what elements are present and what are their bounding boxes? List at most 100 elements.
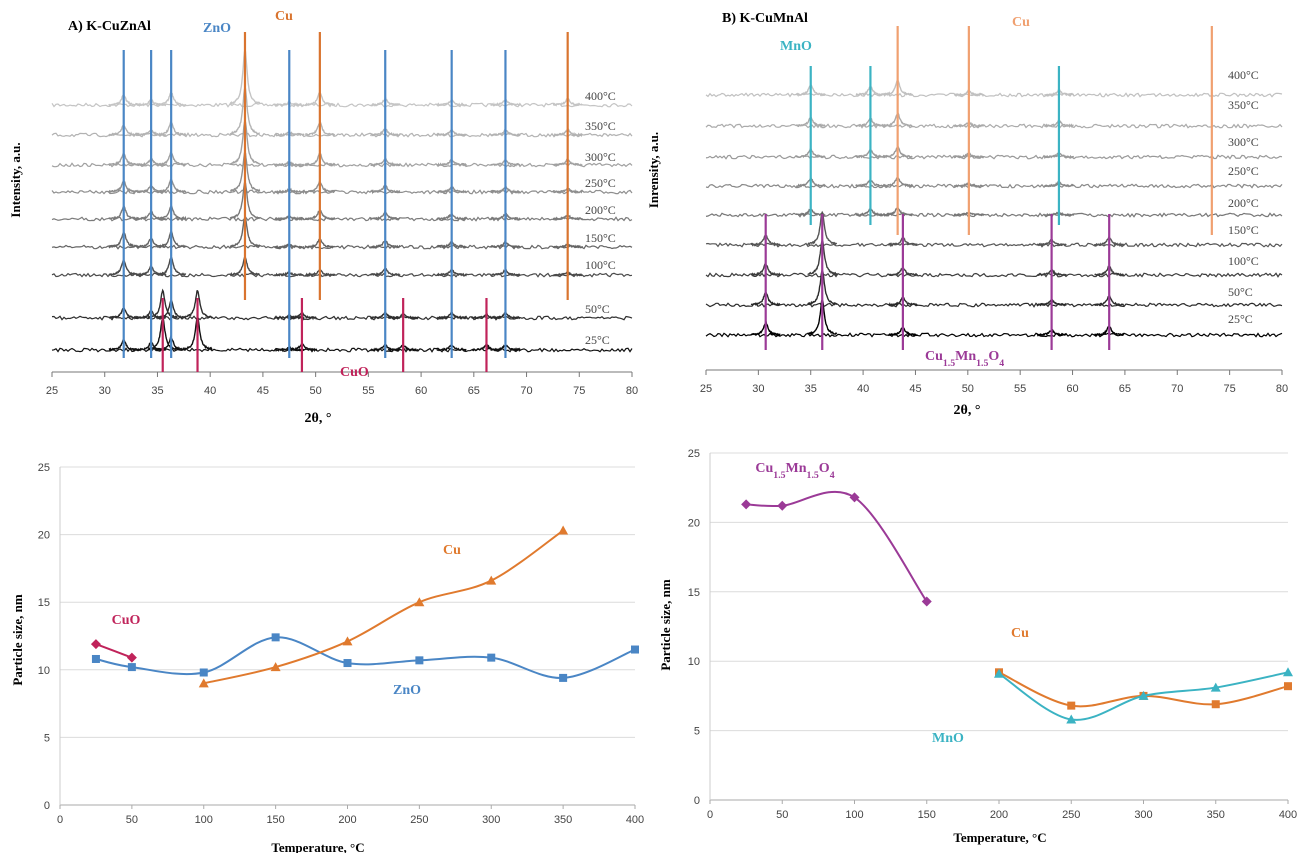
- marker: [127, 663, 136, 672]
- x-tick-label: 25: [46, 385, 58, 397]
- x-tick-label: 75: [1224, 383, 1236, 395]
- trace-label: 50°C: [585, 302, 610, 316]
- marker: [741, 499, 752, 510]
- series-label: Cu1.5Mn1.5O4: [755, 461, 834, 481]
- x-tick-label: 100: [195, 814, 213, 826]
- trace-baseline: [705, 154, 1283, 160]
- trace-label: 400°C: [1228, 68, 1259, 82]
- marker: [270, 662, 281, 672]
- y-tick-label: 0: [44, 800, 50, 812]
- marker: [486, 575, 497, 585]
- marker: [849, 492, 860, 503]
- trace-label: 25°C: [585, 333, 610, 347]
- marker: [921, 596, 932, 607]
- x-tick-label: 65: [468, 385, 480, 397]
- x-tick-label: 200: [990, 809, 1008, 821]
- y-tick-label: 25: [688, 448, 700, 460]
- marker: [1283, 667, 1293, 677]
- trace-label: 350°C: [585, 119, 616, 133]
- x-tick-label: 400: [626, 814, 644, 826]
- x-tick-label: 80: [1276, 383, 1288, 395]
- trace-label: 250°C: [1228, 164, 1259, 178]
- trace-label: 300°C: [585, 150, 616, 164]
- y-tick-label: 15: [688, 587, 700, 599]
- series-line: [746, 490, 928, 603]
- x-tick-label: 35: [151, 385, 163, 397]
- series-label: CuO: [112, 613, 141, 628]
- x-tick-label: 55: [362, 385, 374, 397]
- trace-baseline: [51, 272, 633, 278]
- x-tick-label: 0: [707, 809, 713, 821]
- marker: [1138, 690, 1149, 700]
- x-tick-label: 30: [99, 385, 111, 397]
- y-axis-label: Particle size, nm: [10, 594, 25, 685]
- marker: [559, 673, 568, 682]
- marker: [126, 652, 137, 663]
- x-tick-label: 150: [918, 809, 936, 821]
- x-tick-label: 250: [1062, 809, 1080, 821]
- trace-baseline: [705, 332, 1283, 338]
- trace-baseline: [51, 216, 633, 222]
- phase-label: ZnO: [203, 21, 231, 36]
- y-tick-label: 10: [688, 656, 700, 668]
- trace-label: 25°C: [1228, 312, 1253, 326]
- trace-baseline: [51, 162, 633, 168]
- marker: [1066, 714, 1077, 724]
- y-tick-label: 5: [44, 732, 50, 744]
- marker: [558, 525, 569, 535]
- x-tick-label: 400: [1279, 809, 1297, 821]
- series-label: MnO: [932, 731, 964, 746]
- marker: [777, 500, 788, 511]
- trace-label: 50°C: [1228, 285, 1253, 299]
- trace-baseline: [705, 302, 1283, 308]
- trace-baseline: [705, 242, 1283, 248]
- series-line: [203, 529, 564, 685]
- x-tick-label: 60: [1066, 383, 1078, 395]
- trace-baseline: [705, 183, 1283, 189]
- trace-baseline: [51, 132, 633, 138]
- x-tick-label: 45: [257, 385, 269, 397]
- y-tick-label: 5: [694, 726, 700, 738]
- marker: [415, 656, 424, 665]
- marker: [1211, 700, 1220, 709]
- y-axis-label: Particle size, nm: [658, 579, 673, 670]
- diffraction-peak: [807, 210, 838, 246]
- y-tick-label: 0: [694, 795, 700, 807]
- phase-label: Cu1.5Mn1.5O4: [925, 349, 1004, 369]
- trace-label: 200°C: [585, 203, 616, 217]
- x-tick-label: 200: [338, 814, 356, 826]
- x-tick-label: 50: [962, 383, 974, 395]
- trace-label: 400°C: [585, 89, 616, 103]
- x-tick-label: 40: [857, 383, 869, 395]
- x-tick-label: 60: [415, 385, 427, 397]
- trace-label: 300°C: [1228, 135, 1259, 149]
- series-line: [95, 643, 133, 659]
- x-axis-label: 2θ, °: [305, 411, 332, 426]
- series-line: [998, 671, 1289, 708]
- trace-label: 250°C: [585, 176, 616, 190]
- x-tick-label: 55: [1014, 383, 1026, 395]
- trace-baseline: [705, 92, 1283, 98]
- marker: [271, 633, 280, 642]
- marker: [414, 597, 425, 607]
- diffraction-peak: [182, 290, 213, 319]
- y-tick-label: 15: [38, 597, 50, 609]
- marker: [1284, 682, 1292, 691]
- x-tick-label: 150: [266, 814, 284, 826]
- series-label: Cu: [1011, 626, 1029, 641]
- x-tick-label: 350: [1207, 809, 1225, 821]
- x-tick-label: 300: [1134, 809, 1152, 821]
- marker: [994, 668, 1004, 678]
- marker: [91, 654, 100, 663]
- x-tick-label: 250: [410, 814, 428, 826]
- trace-label: 150°C: [585, 231, 616, 245]
- y-tick-label: 20: [38, 530, 50, 542]
- x-tick-label: 50: [776, 809, 788, 821]
- trace-baseline: [51, 244, 633, 250]
- trace-label: 350°C: [1228, 98, 1259, 112]
- x-tick-label: 65: [1119, 383, 1131, 395]
- trace-baseline: [51, 102, 633, 108]
- x-tick-label: 50: [310, 385, 322, 397]
- trace-baseline: [51, 189, 633, 195]
